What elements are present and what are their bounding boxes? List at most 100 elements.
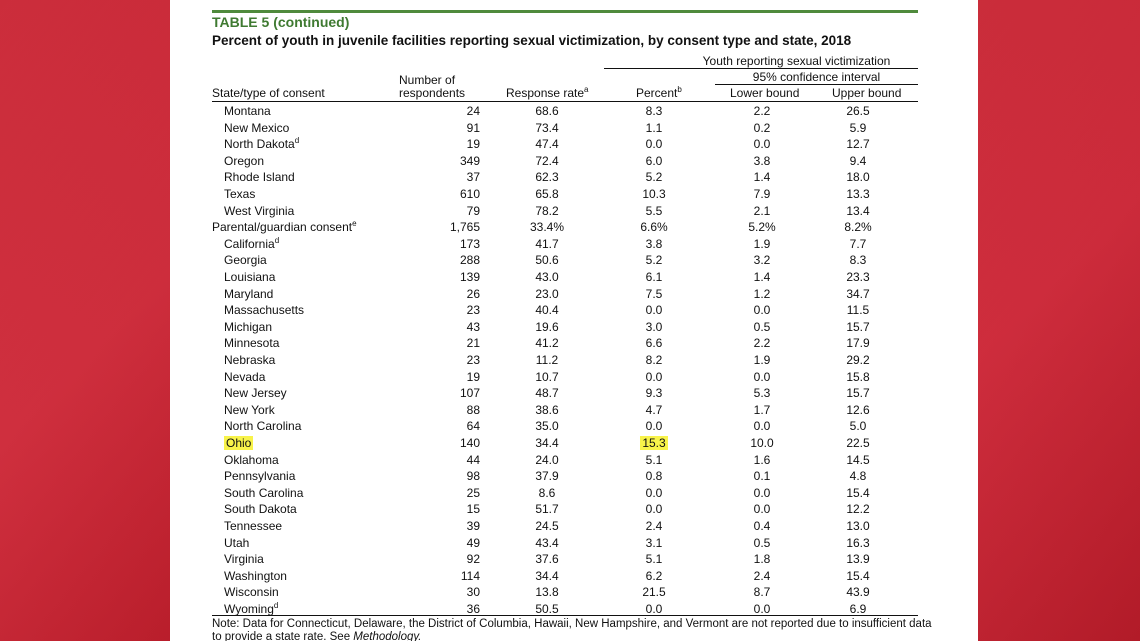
table-row: South Carolina 25 8.6 0.0 0.0 15.4 [212,485,918,502]
state-name: New York [224,402,275,417]
upper-bound-value: 23.3 [846,270,870,284]
response-rate-header: Response ratea [506,85,589,100]
respondents-value: 79 [466,203,480,218]
percent-value: 10.3 [642,187,666,201]
upper-bound-value: 43.9 [846,585,870,600]
respondents-value: 1,765 [449,220,480,235]
lower-bound-value: 0.0 [753,602,771,616]
lower-bound-value: 5.2% [748,220,776,235]
group-row: Parental/guardian consente 1,765 33.4% 6.6%… [212,219,918,236]
table-caption: Percent of youth in juvenile facilities … [212,33,852,48]
upper-bound-value: 18.0 [846,170,870,185]
table-row: Louisiana 139 43.0 6.1 1.4 23.3 [212,269,918,286]
state-name: South Carolina [224,485,304,500]
lower-bound-value: 8.7 [753,585,771,600]
note-text: Note: Data for Connecticut, Delaware, th… [212,618,932,641]
respondents-value: 610 [459,187,480,201]
response-rate-value: 47.4 [535,137,559,152]
respondents-value: 140 [459,436,480,450]
respondents-value: 19 [466,369,480,384]
table-row: Tennessee 39 24.5 2.4 0.4 13.0 [212,518,918,535]
state-name: Georgia [224,253,267,268]
lower-bound-value: 0.2 [753,120,771,135]
upper-bound-value: 7.7 [849,236,867,251]
response-rate-value: 35.0 [535,419,559,434]
percent-value: 6.2 [645,568,663,583]
response-rate-value: 33.4% [529,220,565,235]
table-row: Utah 49 43.4 3.1 0.5 16.3 [212,535,918,552]
lower-bound-value: 0.0 [753,502,771,517]
lower-bound-value: 1.7 [753,402,771,417]
state-name: New Jersey [224,386,287,401]
respondents-value: 24 [466,104,480,118]
lower-bound-value: 3.8 [753,153,771,168]
percent-value: 0.8 [645,469,663,484]
table-row: New Jersey 107 48.7 9.3 5.3 15.7 [212,385,918,402]
lower-bound-value: 1.9 [753,236,771,251]
upper-bound-value: 11.5 [846,303,870,318]
lower-bound-value: 2.4 [753,568,771,583]
table-row: New York 88 38.6 4.7 1.7 12.6 [212,402,918,419]
response-rate-value: 19.6 [535,319,559,334]
percent-value: 0.0 [645,602,663,616]
table-row: Californiad 173 41.7 3.8 1.9 7.7 [212,236,918,253]
state-name: Oklahoma [224,452,279,467]
percent-value: 5.2 [645,253,663,268]
state-name: Rhode Island [224,170,295,185]
percent-value: 6.6% [640,220,668,235]
respondents-value: 91 [466,120,480,135]
lower-bound-value: 1.8 [753,552,771,567]
respondents-value: 98 [466,469,480,484]
upper-bound-value: 15.4 [846,485,870,500]
respondents-value: 23 [466,353,480,367]
respondents-header-line2: respondents [399,86,466,100]
percent-value: 5.1 [645,552,663,567]
percent-value: 0.0 [645,502,663,517]
upper-bound-value: 6.9 [849,602,867,616]
table-row: Nevada 19 10.7 0.0 0.0 15.8 [212,369,918,386]
table-row: Oregon 349 72.4 6.0 3.8 9.4 [212,153,918,170]
lower-bound-value: 2.2 [753,336,771,351]
respondents-value: 19 [466,137,480,152]
methodology-reference: Methodology. [353,631,422,641]
response-rate-value: 11.2 [535,353,559,367]
lower-bound-value: 2.2 [753,104,771,118]
state-name: Pennsylvania [224,469,296,484]
response-rate-value: 43.0 [535,270,559,284]
response-rate-value: 51.7 [535,502,559,517]
percent-value: 6.1 [645,270,663,284]
response-rate-value: 40.4 [535,303,559,318]
state-name: Washington [224,568,287,583]
table-row: Washington 114 34.4 6.2 2.4 15.4 [212,568,918,585]
respondents-value: 288 [459,253,480,268]
response-rate-value: 38.6 [535,402,559,417]
upper-bound-value: 15.7 [846,319,870,334]
state-name: North Dakotad [224,136,300,152]
respondents-value: 44 [466,452,480,467]
lower-bound-value: 0.0 [753,419,771,434]
response-rate-value: 65.8 [535,187,559,201]
respondents-value: 30 [466,585,480,600]
percent-value: 8.2 [645,353,663,367]
table-row: Michigan 43 19.6 3.0 0.5 15.7 [212,319,918,336]
state-name: Oregon [224,153,265,168]
response-rate-value: 24.0 [535,452,559,467]
state-name: Louisiana [224,270,276,284]
percent-value: 0.0 [645,137,663,152]
respondents-value: 349 [459,153,480,168]
table-row: Pennsylvania 98 37.9 0.8 0.1 4.8 [212,468,918,485]
lower-bound-value: 7.9 [753,187,771,201]
upper-bound-value: 13.9 [846,552,870,567]
percent-value: 0.0 [645,369,663,384]
table-row: South Dakota 15 51.7 0.0 0.0 12.2 [212,501,918,518]
ci-header: 95% confidence interval [752,70,881,84]
state-name: Utah [224,535,250,550]
upper-bound-value: 5.0 [849,419,867,434]
upper-bound-value: 9.4 [849,153,867,168]
lower-bound-value: 1.9 [753,353,771,367]
response-rate-value: 72.4 [535,153,559,168]
respondents-value: 173 [459,236,480,251]
document-page: TABLE 5 (continued) Percent of youth in … [170,0,978,641]
percent-value: 7.5 [645,286,663,301]
table-row: Oklahoma 44 24.0 5.1 1.6 14.5 [212,452,918,469]
